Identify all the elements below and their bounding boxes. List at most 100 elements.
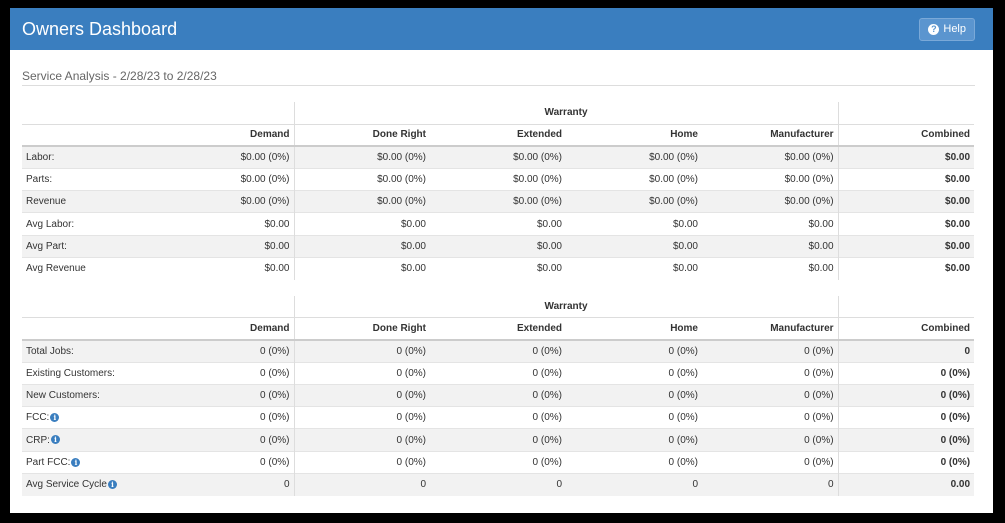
warranty-group-header: Warranty bbox=[293, 295, 839, 319]
column-header-manufacturer: Manufacturer bbox=[702, 317, 839, 341]
cell-home: 0 (0%) bbox=[566, 406, 702, 429]
main-content: Service Analysis - 2/28/23 to 2/28/23 Wa… bbox=[10, 69, 993, 496]
column-header-combined: Combined bbox=[838, 124, 975, 147]
row-label: New Customers: bbox=[22, 383, 158, 407]
column-header-demand: Demand bbox=[158, 317, 294, 341]
cell-extended: 0 (0%) bbox=[430, 450, 566, 474]
cell-manufacturer: 0 (0%) bbox=[702, 383, 839, 407]
cell-manufacturer: 0 (0%) bbox=[702, 450, 839, 474]
column-header-combined: Combined bbox=[838, 317, 975, 341]
cell-manufacturer: 0 (0%) bbox=[702, 406, 839, 429]
row-label: Avg Labor: bbox=[22, 212, 158, 236]
cell-demand: $0.00 bbox=[158, 234, 294, 258]
section-title: Service Analysis - 2/28/23 to 2/28/23 bbox=[22, 69, 975, 86]
cell-done-right: $0.00 (0%) bbox=[293, 190, 430, 213]
cell-home: $0.00 (0%) bbox=[566, 145, 702, 169]
table-row: Parts: $0.00 (0%) $0.00 (0%) $0.00 (0%) $0.0… bbox=[22, 167, 975, 191]
cell-extended: 0 (0%) bbox=[430, 361, 566, 385]
cell-extended: 0 (0%) bbox=[430, 406, 566, 429]
cell-combined: $0.00 bbox=[838, 212, 975, 236]
cell-demand: 0 (0%) bbox=[158, 428, 294, 452]
row-label: Revenue bbox=[22, 190, 158, 213]
cell-demand: 0 (0%) bbox=[158, 361, 294, 385]
info-icon[interactable]: i bbox=[50, 435, 60, 445]
group-header-row: Warranty bbox=[22, 102, 975, 125]
cell-extended: 0 (0%) bbox=[430, 339, 566, 363]
row-label-text: Revenue bbox=[26, 196, 67, 208]
cell-demand: $0.00 (0%) bbox=[158, 190, 294, 213]
cell-demand: 0 (0%) bbox=[158, 383, 294, 407]
cell-done-right: 0 (0%) bbox=[293, 361, 430, 385]
cell-home: 0 (0%) bbox=[566, 428, 702, 452]
cell-done-right: $0.00 bbox=[293, 256, 430, 280]
cell-extended: $0.00 (0%) bbox=[430, 145, 566, 169]
column-header-home: Home bbox=[566, 124, 702, 147]
column-header-row: Demand Done Right Extended Home Manufacturer… bbox=[22, 124, 975, 147]
row-label-text: CRP: bbox=[26, 434, 50, 446]
row-label-text: Part FCC: bbox=[26, 456, 71, 468]
help-button[interactable]: ? Help bbox=[919, 17, 975, 41]
row-label-text: Avg Labor: bbox=[26, 218, 75, 230]
table-row: CRP: i 0 (0%) 0 (0%) 0 (0%) 0 (0%) 0 (0%) 0 (0%… bbox=[22, 428, 975, 452]
cell-combined: $0.00 bbox=[838, 145, 975, 169]
table-row: Part FCC: i 0 (0%) 0 (0%) 0 (0%) 0 (0%) 0 (0%)… bbox=[22, 450, 975, 474]
column-header-extended: Extended bbox=[430, 317, 566, 341]
row-label-text: Existing Customers: bbox=[26, 367, 115, 379]
table-row: Avg Service Cycle i 0 0 0 0 0 0.00 bbox=[22, 473, 975, 496]
row-label: Avg Part: bbox=[22, 234, 158, 258]
question-circle-icon: ? bbox=[928, 23, 940, 35]
column-header-manufacturer: Manufacturer bbox=[702, 124, 839, 147]
cell-manufacturer: $0.00 (0%) bbox=[702, 145, 839, 169]
table-row: Labor: $0.00 (0%) $0.00 (0%) $0.00 (0%) $0.0… bbox=[22, 145, 975, 169]
cell-home: 0 (0%) bbox=[566, 450, 702, 474]
cell-done-right: $0.00 bbox=[293, 212, 430, 236]
cell-extended: 0 (0%) bbox=[430, 383, 566, 407]
row-label: Avg Service Cycle i bbox=[22, 473, 158, 496]
cell-manufacturer: 0 (0%) bbox=[702, 361, 839, 385]
row-label-text: Avg Service Cycle bbox=[26, 479, 107, 491]
cell-manufacturer: 0 bbox=[702, 473, 839, 496]
cell-home: $0.00 (0%) bbox=[566, 167, 702, 191]
cell-extended: 0 bbox=[430, 473, 566, 496]
cell-demand: 0 (0%) bbox=[158, 339, 294, 363]
row-label: Labor: bbox=[22, 145, 158, 169]
info-icon[interactable]: i bbox=[50, 413, 60, 423]
table-row: Avg Labor: $0.00 $0.00 $0.00 $0.00 $0.00 $0.00 bbox=[22, 212, 975, 236]
cell-home: $0.00 bbox=[566, 212, 702, 236]
cell-manufacturer: $0.00 bbox=[702, 256, 839, 280]
cell-done-right: 0 (0%) bbox=[293, 428, 430, 452]
cell-extended: $0.00 (0%) bbox=[430, 167, 566, 191]
table-row: Revenue $0.00 (0%) $0.00 (0%) $0.00 (0%) $0.… bbox=[22, 190, 975, 213]
cell-demand: 0 (0%) bbox=[158, 450, 294, 474]
cell-demand: $0.00 bbox=[158, 256, 294, 280]
cell-manufacturer: $0.00 (0%) bbox=[702, 190, 839, 213]
info-icon[interactable]: i bbox=[71, 457, 81, 467]
cell-done-right: 0 (0%) bbox=[293, 450, 430, 474]
table-row: FCC: i 0 (0%) 0 (0%) 0 (0%) 0 (0%) 0 (0%) 0 (0%… bbox=[22, 406, 975, 429]
row-label-text: Avg Revenue bbox=[26, 263, 86, 275]
cell-home: $0.00 bbox=[566, 234, 702, 258]
cell-manufacturer: 0 (0%) bbox=[702, 339, 839, 363]
cell-combined: 0 (0%) bbox=[838, 361, 975, 385]
table-row: Avg Part: $0.00 $0.00 $0.00 $0.00 $0.00 $0.00 bbox=[22, 234, 975, 258]
cell-combined: 0 (0%) bbox=[838, 428, 975, 452]
cell-combined: $0.00 bbox=[838, 256, 975, 280]
column-header-done-right: Done Right bbox=[293, 124, 430, 147]
cell-combined: 0 (0%) bbox=[838, 383, 975, 407]
cell-home: 0 (0%) bbox=[566, 339, 702, 363]
info-icon[interactable]: i bbox=[107, 480, 117, 490]
cell-combined: $0.00 bbox=[838, 167, 975, 191]
table-row: Avg Revenue $0.00 $0.00 $0.00 $0.00 $0.00 $0.0… bbox=[22, 256, 975, 280]
page-title: Owners Dashboard bbox=[22, 18, 178, 39]
cell-demand: 0 (0%) bbox=[158, 406, 294, 429]
row-label-text: Labor: bbox=[26, 151, 55, 163]
cell-demand: $0.00 bbox=[158, 212, 294, 236]
cell-extended: $0.00 bbox=[430, 256, 566, 280]
cell-home: $0.00 bbox=[566, 256, 702, 280]
cell-extended: $0.00 bbox=[430, 234, 566, 258]
row-label: Avg Revenue bbox=[22, 256, 158, 280]
cell-done-right: 0 (0%) bbox=[293, 339, 430, 363]
cell-manufacturer: $0.00 (0%) bbox=[702, 167, 839, 191]
warranty-group-header: Warranty bbox=[293, 102, 839, 125]
cell-home: 0 (0%) bbox=[566, 361, 702, 385]
